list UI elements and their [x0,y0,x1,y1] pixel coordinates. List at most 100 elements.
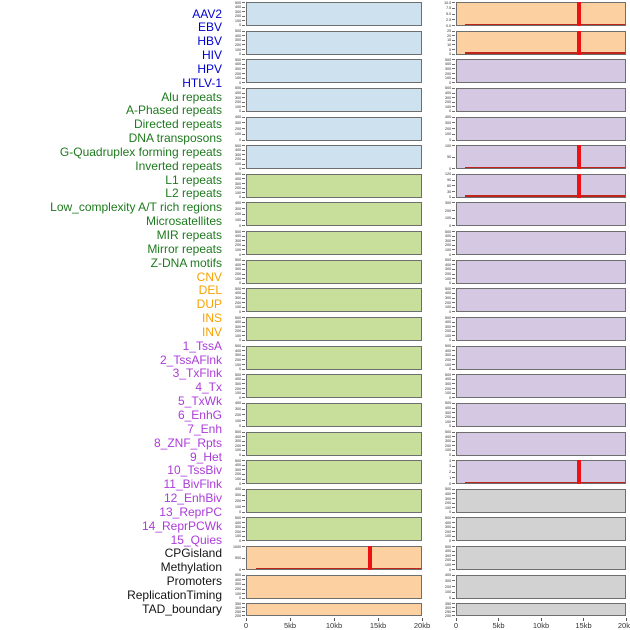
track-label-z-dna-motifs: Z-DNA motifs [150,255,222,270]
y-tick-value: 500 [444,57,451,62]
track-label-microsatellites: Microsatellites [145,214,222,229]
y-tick-mark [242,39,245,41]
track-label-htlv-1: HTLV-1 [182,75,222,90]
y-tick-mark [242,187,245,189]
y-tick: 0 [239,166,245,171]
y-tick: 0 [239,252,245,257]
y-tick-mark [242,158,245,160]
track-label-9-het: 9_Het [189,449,222,464]
y-tick: 200 [445,71,455,76]
y-tick: 500 [235,556,245,560]
y-axis-ticks-4-tx: 100 50 0 [429,144,455,171]
y-tick-mark [452,416,455,418]
y-tick-value: 300 [444,237,451,243]
y-tick-mark [452,217,455,219]
y-tick-mark [452,168,455,170]
y-tick-value: 100 [234,332,241,338]
y-tick: 100 [235,591,245,596]
y-tick-value: 200 [234,299,241,305]
track-label-aav2: AAV2 [192,6,222,21]
track-panel-2-tssaflnk [456,87,626,112]
y-tick-value: 100 [444,75,451,81]
track-label-methylation: Methylation [160,560,222,575]
y-tick: 400 [235,62,245,66]
y-tick-mark [242,431,245,433]
y-tick-value: 250 [444,608,451,614]
y-tick-value: 200 [444,271,451,276]
track-panel-3-txflnk [456,116,626,141]
y-tick: 100 [235,504,245,509]
y-tick-value: 400 [444,233,451,239]
y-tick-mark [242,588,245,590]
y-tick-value: 120 [444,172,451,177]
y-tick-mark [242,611,245,613]
y-tick-mark [242,35,245,37]
y-tick-mark [242,282,245,284]
track-label-12-enhbiv: 12_EnhBiv [163,491,222,506]
y-tick: 400 [235,401,245,405]
y-tick-mark [452,101,455,103]
y-tick-value: 5.0 [446,11,451,16]
x-tick-mark [289,617,291,621]
y-tick: 300 [445,296,455,300]
y-tick-value: 0 [238,337,241,343]
y-tick-mark [452,68,455,70]
y-axis-ticks-ebv: 500 400 300 200 100 0 [219,29,245,56]
y-tick-mark [242,302,245,304]
y-tick-value: 400 [444,347,451,353]
y-tick-mark [242,97,245,99]
y-tick-mark [452,128,455,130]
y-tick-value: 100 [234,189,241,195]
y-tick: 400 [445,434,455,439]
y-tick: 500 [445,344,455,348]
y-tick-mark [452,364,455,365]
y-tick: 0 [239,538,245,543]
y-tick-value: 100 [444,131,451,137]
y-tick: 300 [445,496,455,501]
y-tick-mark [242,531,245,533]
y-tick-mark [242,517,245,519]
x-tick-mark [421,617,423,621]
y-tick: 200 [445,415,455,419]
y-tick-value: 200 [234,13,241,19]
y-tick-mark [242,259,245,261]
y-tick: 400 [235,176,245,181]
y-tick-mark [452,326,455,328]
y-tick-mark [452,607,455,609]
y-tick-mark [452,550,455,552]
track-panel-directed-repeats [246,231,422,256]
y-tick: 0 [449,367,455,371]
y-tick: 200 [235,587,245,591]
y-tick-mark [452,531,455,533]
track-label-inverted-repeats: Inverted repeats [135,158,222,173]
y-tick-mark [242,546,245,548]
y-tick-value: 100 [234,417,241,423]
y-tick: 100 [445,76,455,80]
y-tick-value: 200 [234,125,241,131]
y-tick: 300 [445,324,455,329]
y-tick: 300 [445,578,455,583]
y-axis-ticks-11-bivflnk: 500 400 300 200 100 0 [429,344,455,371]
y-tick-mark [242,368,245,370]
y-tick-value: 0 [448,566,451,572]
track-panel-htlv-1 [246,145,422,170]
y-tick: 0 [239,481,245,486]
y-tick: 400 [235,463,245,467]
y-tick: 200 [445,126,455,131]
y-tick-mark [452,374,455,376]
y-axis-ticks-mirror-repeats: 400 300 200 100 0 [219,487,245,514]
y-tick: 400 [235,91,245,95]
y-tick-mark [242,30,245,32]
red-position-marker [367,546,372,571]
y-tick: 500 [445,373,455,377]
y-tick-value: 200 [444,500,451,506]
y-tick-value: 500 [234,515,241,520]
y-tick-mark [452,225,455,227]
y-tick-mark [452,44,455,46]
y-tick-mark [242,11,245,13]
y-tick: 250 [235,609,245,614]
track-panel-promoters [456,546,626,571]
y-tick: 100 [445,305,455,309]
y-tick-value: 400 [234,462,241,468]
track-label-g-quadruplex-forming-repeats: G-Quadruplex forming repeats [59,144,222,159]
